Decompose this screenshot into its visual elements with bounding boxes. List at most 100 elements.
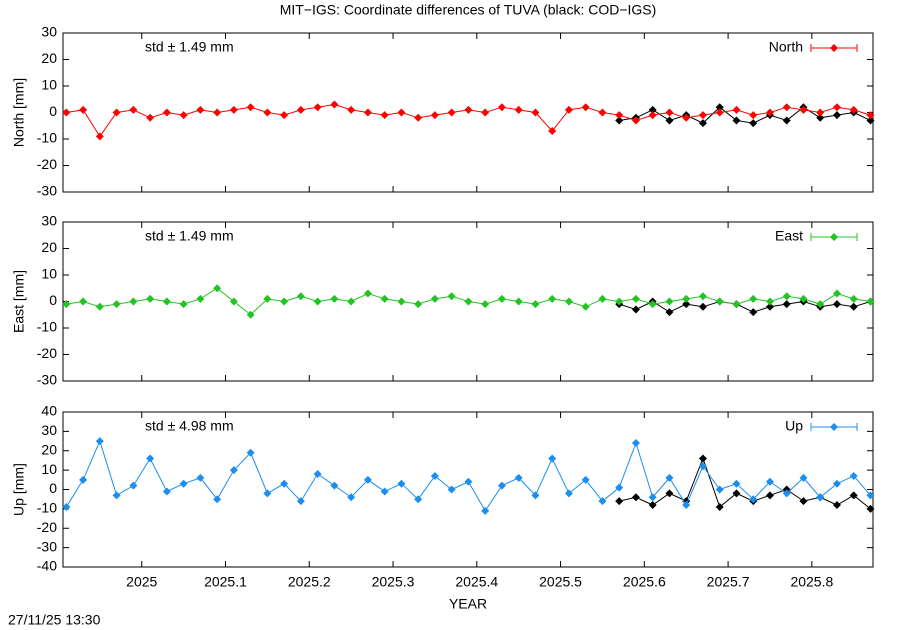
y-tick-label: -30	[37, 183, 57, 199]
data-point	[246, 448, 255, 457]
data-point	[414, 300, 423, 309]
data-point	[631, 116, 640, 125]
data-point	[715, 485, 724, 494]
annotation: std ± 1.49 mm	[145, 228, 234, 244]
data-point	[581, 103, 590, 112]
data-point	[665, 297, 674, 306]
data-point	[849, 294, 858, 303]
legend-label: North	[769, 39, 803, 55]
data-point	[162, 487, 171, 496]
data-point	[765, 302, 774, 311]
data-point	[296, 105, 305, 114]
data-point	[698, 462, 707, 471]
x-tick-label: 2025.6	[623, 574, 666, 590]
data-point	[665, 489, 674, 498]
data-point	[146, 454, 155, 463]
data-point	[682, 294, 691, 303]
y-tick-label: 30	[41, 24, 57, 40]
data-point	[263, 489, 272, 498]
data-point	[682, 300, 691, 309]
data-point	[749, 294, 758, 303]
data-point	[447, 108, 456, 117]
data-point	[866, 116, 875, 125]
data-point	[263, 294, 272, 303]
data-point	[380, 294, 389, 303]
data-point	[849, 105, 858, 114]
x-tick-label: 2025.1	[204, 574, 247, 590]
data-point	[280, 479, 289, 488]
data-point	[112, 108, 121, 117]
data-point	[112, 300, 121, 309]
data-point	[732, 489, 741, 498]
data-point	[799, 105, 808, 114]
y-tick-label: 0	[49, 292, 57, 308]
data-point	[564, 105, 573, 114]
x-tick-label: 2025.3	[372, 574, 415, 590]
data-point	[347, 297, 356, 306]
data-point	[146, 294, 155, 303]
data-point	[564, 297, 573, 306]
y-tick-label: 10	[41, 461, 57, 477]
data-point	[313, 103, 322, 112]
data-point	[665, 108, 674, 117]
data-point	[363, 475, 372, 484]
y-tick-label: -40	[37, 558, 57, 574]
data-point	[732, 479, 741, 488]
plot-frame	[62, 411, 874, 568]
y-tick-label: -30	[37, 372, 57, 388]
data-point	[732, 116, 741, 125]
data-point	[682, 113, 691, 122]
data-point	[698, 302, 707, 311]
data-point	[782, 103, 791, 112]
data-point	[95, 302, 104, 311]
data-point	[397, 297, 406, 306]
y-tick-label: -30	[37, 538, 57, 554]
y-tick-label: 0	[49, 480, 57, 496]
data-point	[715, 103, 724, 112]
data-point	[749, 308, 758, 317]
y-tick-label: 20	[41, 441, 57, 457]
data-point	[782, 292, 791, 301]
data-point	[79, 105, 88, 114]
data-point	[799, 497, 808, 506]
data-point	[246, 310, 255, 319]
data-point	[481, 506, 490, 515]
data-point	[330, 481, 339, 490]
data-point	[832, 501, 841, 509]
x-axis-label: YEAR	[449, 596, 487, 612]
data-point	[782, 300, 791, 309]
data-point	[95, 132, 104, 141]
data-point	[414, 495, 423, 504]
data-point	[213, 495, 222, 504]
data-point	[732, 105, 741, 114]
data-point	[414, 113, 423, 122]
data-point	[514, 105, 523, 114]
data-point	[531, 491, 540, 500]
data-point	[648, 300, 657, 309]
data-point	[347, 105, 356, 114]
data-point	[832, 103, 841, 112]
data-point	[397, 479, 406, 488]
data-point	[665, 473, 674, 482]
data-point	[447, 292, 456, 301]
legend-marker	[830, 44, 838, 52]
chart-title: MIT−IGS: Coordinate differences of TUVA …	[280, 2, 657, 18]
annotation: std ± 1.49 mm	[145, 39, 234, 55]
y-tick-label: -10	[37, 130, 57, 146]
data-point	[112, 491, 121, 500]
data-point	[296, 497, 305, 506]
data-point	[213, 284, 222, 293]
data-point	[179, 479, 188, 488]
data-point	[548, 127, 557, 136]
x-tick-label: 2025.4	[455, 574, 498, 590]
y-axis-label: East [mm]	[11, 270, 27, 333]
data-point	[866, 297, 875, 306]
data-point	[347, 493, 356, 502]
data-point	[363, 108, 372, 117]
data-point	[749, 495, 758, 504]
y-tick-label: -10	[37, 319, 57, 335]
data-point	[631, 294, 640, 303]
data-point	[548, 454, 557, 463]
data-point	[229, 297, 238, 306]
legend-label: Up	[785, 418, 803, 434]
